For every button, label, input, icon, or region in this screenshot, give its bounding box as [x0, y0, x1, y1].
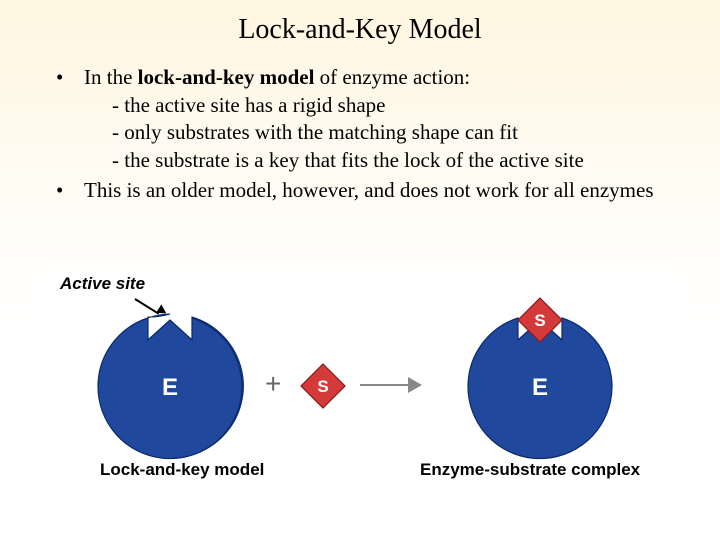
- bullet-list: In the lock-and-key model of enzyme acti…: [56, 64, 680, 205]
- bullet-1-sub1: - the active site has a rigid shape: [56, 92, 680, 120]
- bullet-1: In the lock-and-key model of enzyme acti…: [56, 64, 680, 92]
- lock-and-key-caption: Lock-and-key model: [100, 460, 264, 480]
- bullet-1-sub2: - only substrates with the matching shap…: [56, 119, 680, 147]
- enzyme-left-label: E: [162, 374, 178, 401]
- bullet-1-tail: of enzyme action:: [314, 65, 470, 89]
- enzyme-right-label: E: [532, 374, 548, 401]
- plus-symbol: +: [265, 368, 281, 400]
- bullet-1-sub3: - the substrate is a key that fits the l…: [56, 147, 680, 175]
- enzyme-substrate-caption: Enzyme-substrate complex: [420, 460, 640, 480]
- page-title: Lock-and-Key Model: [0, 0, 720, 46]
- substrate-free-label: S: [317, 377, 328, 396]
- bullet-1-bold: lock-and-key model: [138, 65, 315, 89]
- substrate-bound-label: S: [534, 311, 545, 330]
- diagram-panel: Active site E S E S + Lock-and-key model…: [40, 270, 680, 500]
- diagram-svg: E S E S: [40, 270, 680, 480]
- reaction-arrow-line: [360, 384, 410, 386]
- enzyme-left: E: [98, 314, 243, 459]
- bullet-1-lead: In the: [84, 65, 138, 89]
- substrate-free: S: [301, 364, 345, 408]
- reaction-arrow-head: [408, 377, 422, 393]
- bullet-2: This is an older model, however, and doe…: [56, 177, 680, 205]
